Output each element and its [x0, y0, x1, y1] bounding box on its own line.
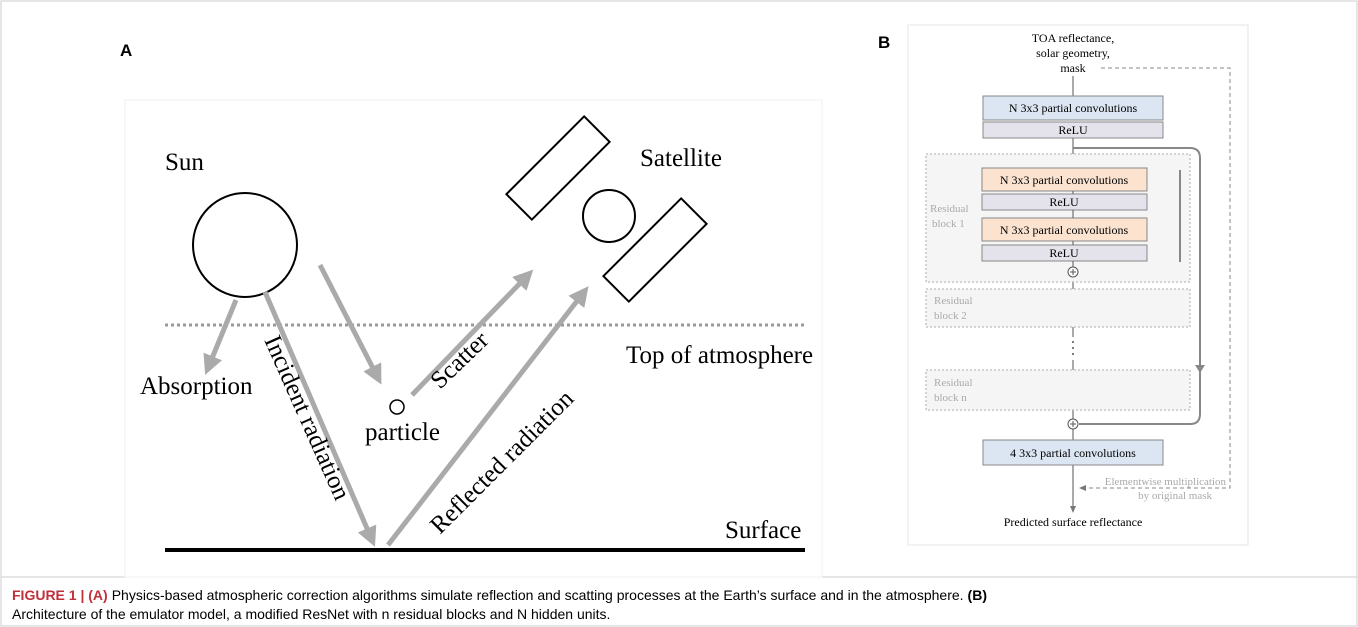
sun-label: Sun — [165, 149, 204, 176]
relu-label: ReLU — [1049, 195, 1079, 209]
conv-label: N 3x3 partial convolutions — [1000, 173, 1129, 187]
panel-label: A — [120, 41, 132, 60]
block-label: Residual — [930, 203, 969, 215]
scatter-label: Scatter — [425, 326, 494, 394]
residual-blocks — [925, 153, 1191, 411]
conv-label: 4 3x3 partial convolutions — [1010, 446, 1136, 460]
input-label: solar geometry, — [1036, 46, 1110, 60]
ellipsis — [1072, 341, 1074, 355]
plus-signs — [1070, 269, 1076, 427]
surface-label: Surface — [725, 517, 801, 544]
panel-b: B TOA reflectance, solar geometry, mask … — [878, 24, 1249, 546]
panel-frame — [907, 24, 1249, 546]
arrowhead — [1195, 365, 1205, 373]
panel-a: A Sun Satellite Top of atmosphere Surfac… — [120, 41, 823, 578]
relu-box — [981, 244, 1148, 262]
relu-label: ReLU — [1058, 123, 1088, 137]
block-label: block n — [934, 392, 967, 404]
blue-boxes — [982, 95, 1164, 466]
block-label: block 2 — [934, 310, 967, 322]
satellite-label: Satellite — [640, 145, 722, 172]
conv-label: N 3x3 partial convolutions — [1000, 223, 1129, 237]
block-label: Residual — [934, 377, 973, 389]
reflected-label: Reflected radiation — [425, 385, 579, 539]
caption-figure: FIGURE 1 | (A) — [12, 587, 108, 603]
relu-box — [982, 121, 1164, 139]
relu-box — [981, 193, 1148, 211]
relu-label: ReLU — [1049, 246, 1079, 260]
panel-label: B — [878, 33, 890, 52]
incident-label: Incident radiation — [259, 331, 356, 504]
mask-note: by original mask — [1138, 490, 1212, 502]
absorption-label: Absorption — [140, 373, 253, 400]
caption-line: FIGURE 1 | (A) Physics-based atmospheric … — [12, 587, 987, 603]
block-label: Residual — [934, 295, 973, 307]
caption-line: Architecture of the emulator model, a mo… — [12, 606, 610, 622]
caption: FIGURE 1 | (A) Physics-based atmospheric … — [12, 587, 987, 622]
output-label: Predicted surface reflectance — [1004, 515, 1143, 529]
input-label: mask — [1060, 61, 1085, 75]
satellite — [504, 114, 709, 304]
arrows — [203, 263, 589, 547]
toa-label: Top of atmosphere — [626, 342, 813, 369]
mask-note: Elementwise multiplication — [1105, 476, 1227, 488]
block-label: block 1 — [932, 218, 965, 230]
caption-label: (B) — [968, 587, 987, 603]
particle — [389, 399, 405, 415]
particle-label: particle — [365, 419, 440, 446]
panel-frame — [124, 99, 823, 578]
conv-box — [981, 217, 1148, 242]
sun — [192, 192, 298, 298]
conv-box — [981, 167, 1148, 192]
caption-text: Physics-based atmospheric correction alg… — [112, 587, 964, 603]
input-label: TOA reflectance, — [1032, 31, 1114, 45]
conv-label: N 3x3 partial convolutions — [1009, 101, 1138, 115]
